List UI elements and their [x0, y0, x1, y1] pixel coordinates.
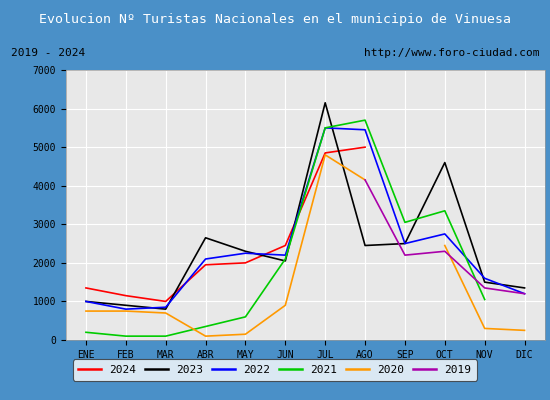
Text: Evolucion Nº Turistas Nacionales en el municipio de Vinuesa: Evolucion Nº Turistas Nacionales en el m…: [39, 12, 511, 26]
Text: 2019 - 2024: 2019 - 2024: [11, 48, 85, 58]
Legend: 2024, 2023, 2022, 2021, 2020, 2019: 2024, 2023, 2022, 2021, 2020, 2019: [73, 360, 477, 380]
Text: http://www.foro-ciudad.com: http://www.foro-ciudad.com: [364, 48, 539, 58]
